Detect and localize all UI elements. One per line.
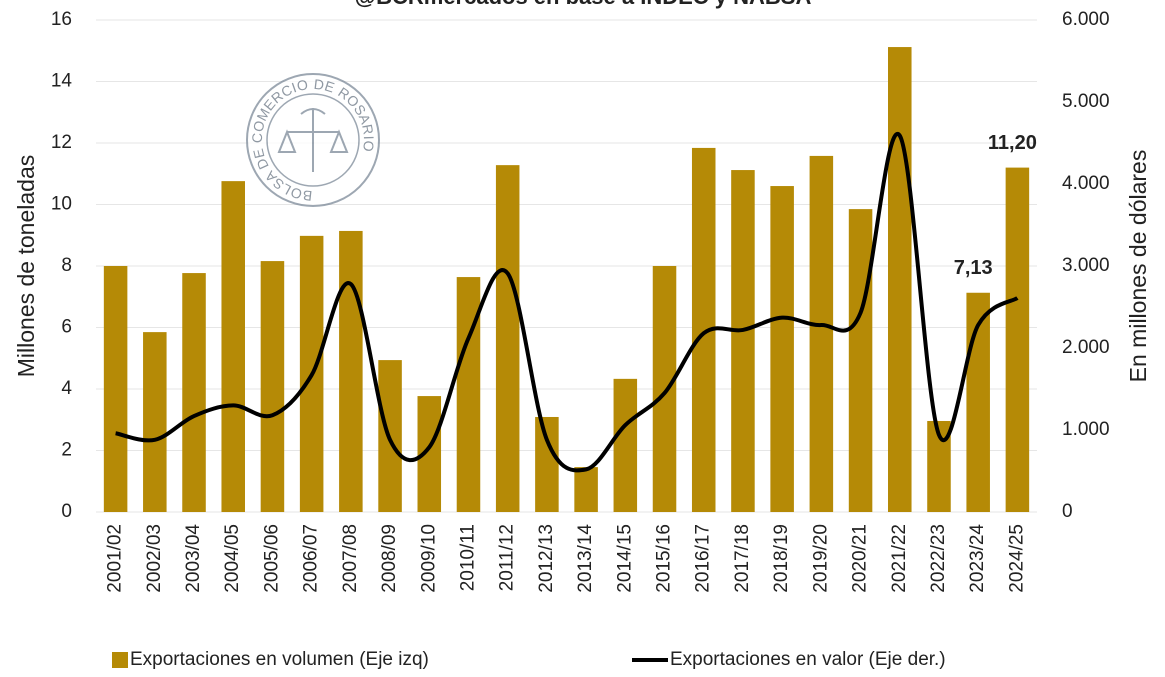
x-tick-label: 2008/09 bbox=[379, 524, 400, 593]
chart-title: @BCRmercados en base a INDEC y NABSA bbox=[355, 0, 812, 9]
x-tick-label: 2022/23 bbox=[928, 524, 949, 593]
bar bbox=[613, 378, 638, 512]
bar bbox=[260, 261, 285, 512]
x-tick-label: 2006/07 bbox=[301, 524, 322, 593]
logo-ring bbox=[266, 93, 360, 187]
bar bbox=[339, 230, 363, 512]
bar bbox=[927, 420, 951, 512]
bar bbox=[770, 186, 794, 513]
x-tick-label: 2024/25 bbox=[1006, 524, 1027, 593]
x-tick-label: 2020/21 bbox=[850, 524, 871, 593]
bar bbox=[574, 467, 598, 512]
y-tick-label: 4 bbox=[61, 378, 72, 399]
y-tick-label: 16 bbox=[51, 9, 72, 30]
y-axis-label: Millones de toneladas bbox=[13, 155, 39, 377]
x-tick-label: 2021/22 bbox=[889, 524, 910, 593]
bar bbox=[456, 277, 481, 512]
y2-tick-label: 1.000 bbox=[1062, 419, 1110, 440]
bar bbox=[888, 47, 912, 513]
x-tick-label: 2015/16 bbox=[654, 524, 675, 593]
legend-swatch bbox=[112, 652, 128, 668]
y2-tick-label: 3.000 bbox=[1062, 255, 1110, 276]
bar bbox=[103, 266, 128, 512]
y-tick-label: 10 bbox=[51, 194, 72, 215]
bar bbox=[848, 209, 873, 513]
data-label: 7,13 bbox=[954, 257, 993, 279]
line bbox=[115, 131, 1019, 473]
x-tick-label: 2005/06 bbox=[261, 524, 282, 593]
bar bbox=[495, 165, 520, 512]
y2-tick-label: 5.000 bbox=[1062, 91, 1110, 112]
y-tick-label: 0 bbox=[61, 501, 72, 522]
x-tick-label: 2010/11 bbox=[457, 524, 478, 591]
y2-tick-label: 0 bbox=[1062, 501, 1073, 522]
y-tick-label: 8 bbox=[61, 255, 72, 276]
bar bbox=[691, 147, 716, 513]
y2-tick-label: 6.000 bbox=[1062, 9, 1110, 30]
data-label: 11,20 bbox=[988, 132, 1037, 154]
x-tick-label: 2009/10 bbox=[418, 524, 439, 593]
y2-tick-label: 4.000 bbox=[1062, 173, 1110, 194]
bar bbox=[417, 396, 442, 512]
x-tick-label: 2023/24 bbox=[967, 524, 988, 593]
bar bbox=[535, 416, 559, 512]
y-tick-label: 6 bbox=[61, 317, 72, 338]
y-tick-label: 14 bbox=[51, 71, 73, 92]
bar bbox=[221, 181, 245, 512]
x-tick-label: 2017/18 bbox=[732, 524, 753, 593]
x-tick-label: 2014/15 bbox=[614, 524, 635, 593]
x-tick-label: 2013/14 bbox=[575, 524, 596, 593]
x-tick-label: 2001/02 bbox=[105, 524, 126, 593]
x-tick-label: 2004/05 bbox=[222, 524, 243, 593]
x-tick-label: 2002/03 bbox=[144, 524, 165, 593]
bar bbox=[1005, 167, 1030, 512]
x-tick-label: 2007/08 bbox=[340, 524, 361, 593]
bar bbox=[652, 266, 677, 512]
bar bbox=[731, 170, 755, 512]
x-tick-label: 2003/04 bbox=[183, 524, 204, 593]
logo-emblem bbox=[277, 108, 349, 172]
x-tick-label: 2016/17 bbox=[693, 524, 714, 593]
x-tick-label: 2019/20 bbox=[810, 524, 831, 593]
y2-tick-label: 2.000 bbox=[1062, 337, 1110, 358]
y-tick-label: 12 bbox=[51, 132, 72, 153]
legend-label: Exportaciones en valor (Eje der.) bbox=[670, 649, 946, 670]
x-tick-label: 2012/13 bbox=[536, 524, 557, 593]
bar bbox=[809, 155, 834, 513]
y2-axis-label: En millones de dólares bbox=[1125, 150, 1151, 383]
y-tick-label: 2 bbox=[61, 440, 72, 461]
x-tick-label: 2018/19 bbox=[771, 524, 792, 593]
legend-label: Exportaciones en volumen (Eje izq) bbox=[130, 649, 429, 670]
bar bbox=[143, 332, 167, 512]
x-tick-label: 2011/12 bbox=[497, 524, 518, 591]
logo: BOLSA DE COMERCIO DE ROSARIO bbox=[246, 73, 380, 207]
bar bbox=[182, 273, 206, 512]
